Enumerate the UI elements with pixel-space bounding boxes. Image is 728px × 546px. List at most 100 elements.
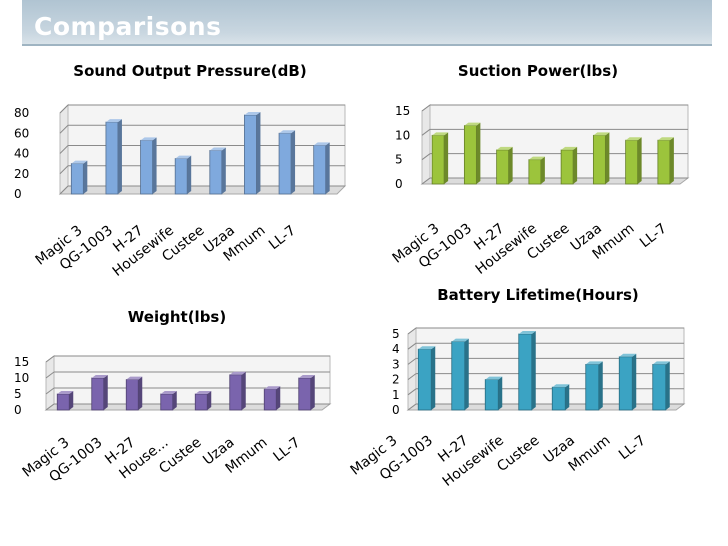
bar-side [531, 331, 536, 410]
plot-side-wall [407, 327, 417, 411]
bar-side [152, 137, 157, 194]
bar-1 [431, 132, 449, 185]
bar-top [175, 155, 192, 159]
bar-front [56, 393, 70, 411]
bar-side [103, 375, 108, 410]
bar-side [476, 122, 481, 184]
bar-front [229, 374, 243, 411]
plot-floor [58, 185, 347, 195]
gridline-diag [59, 165, 69, 175]
bar-front [625, 139, 639, 185]
bar-4 [174, 155, 192, 195]
bar-7 [263, 386, 281, 411]
bar-front [518, 333, 533, 411]
bar-2 [451, 338, 469, 411]
bar-side [310, 375, 315, 410]
plot-floor [406, 403, 686, 411]
title-bar: Comparisons [0, 0, 728, 46]
y-tick-label: 0 [14, 187, 22, 201]
slide-title: Comparisons [34, 12, 222, 41]
category-label: LL-7 [271, 435, 304, 466]
bar-side [605, 132, 610, 184]
bar-1 [56, 391, 74, 411]
bar-side [565, 384, 570, 410]
bar-top [451, 338, 469, 342]
bar-front [70, 163, 84, 195]
y-tick-label: 5 [395, 153, 403, 167]
bar-5 [560, 146, 578, 185]
bar-side [325, 142, 330, 194]
bar-front [592, 134, 606, 185]
bar-side [276, 386, 281, 410]
bar-top [244, 112, 261, 116]
bar-top [140, 137, 157, 141]
gridline-diag [45, 371, 55, 379]
bar-3 [496, 146, 513, 185]
bar-8 [298, 375, 315, 411]
bar-7 [625, 137, 642, 185]
bar-side [138, 376, 143, 410]
bar-side [117, 119, 122, 194]
gridline-diag [45, 403, 55, 411]
gridline-diag [59, 104, 69, 114]
bar-1 [417, 346, 436, 411]
bar-top [585, 361, 603, 365]
bar-top [593, 132, 610, 136]
gridline-diag [407, 388, 417, 396]
bar-front [560, 149, 574, 185]
plot-side-wall [45, 355, 55, 411]
bar-8 [657, 137, 674, 185]
bar-top [657, 137, 674, 141]
bar-front [244, 114, 257, 195]
category-label: LL-7 [637, 221, 670, 252]
bar-1 [70, 160, 88, 195]
bar-front [140, 139, 153, 195]
bar-side [632, 353, 637, 410]
bar-7 [278, 130, 296, 195]
bar-top [57, 391, 74, 394]
chart-1: Sound Output Pressure(dB)020406080Magic … [14, 62, 347, 280]
y-tick-label: 10 [14, 371, 29, 385]
y-tick-label: 5 [392, 327, 400, 341]
bar-7 [618, 353, 637, 411]
gridline-diag [421, 153, 431, 161]
bar-6 [244, 112, 261, 195]
bar-side [464, 338, 469, 410]
bar-3 [140, 137, 157, 195]
bar-front [91, 377, 105, 411]
bar-front [618, 356, 633, 411]
bar-top [625, 137, 642, 141]
chart-title: Weight(lbs) [128, 308, 226, 326]
gridline-diag [407, 373, 417, 381]
y-tick-label: 10 [395, 128, 410, 142]
bar-top [418, 346, 436, 350]
bar-side [172, 391, 177, 410]
gridline-diag [59, 124, 69, 134]
gridline-diag [421, 104, 431, 112]
bar-6 [229, 371, 246, 411]
plot-floor [44, 403, 332, 411]
bar-front [298, 377, 312, 411]
bar-front [496, 149, 510, 185]
bar-top [528, 156, 545, 160]
gridline-diag [45, 355, 55, 363]
y-tick-label: 40 [14, 147, 29, 161]
bar-4 [518, 331, 536, 411]
bar-front [263, 388, 277, 411]
y-tick-label: 80 [14, 106, 29, 120]
bar-side [83, 160, 88, 194]
bar-3 [125, 376, 143, 411]
y-tick-label: 60 [14, 126, 29, 140]
bar-side [431, 346, 436, 410]
bar-top [229, 371, 246, 375]
bar-side [291, 130, 296, 194]
bar-6 [585, 361, 603, 411]
bar-front [528, 159, 542, 185]
bar-top [485, 376, 503, 380]
gridline-diag [59, 185, 69, 195]
bar-side [187, 155, 192, 194]
bar-front [417, 348, 432, 411]
